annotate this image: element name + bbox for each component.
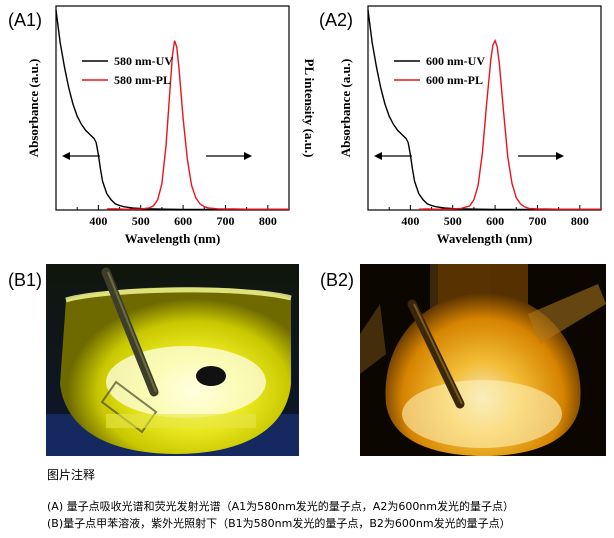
chart-a2-x-tick-label: 600	[486, 214, 504, 228]
photo-b2-flask	[360, 264, 606, 456]
chart-a2-x-axis-title: Wavelength (nm)	[437, 231, 533, 246]
chart-a2-series-line-pl	[418, 38, 601, 210]
caption-line-b: (B)量子点甲苯溶液，紫外光照射下（B1为580nm发光的量子点，B2为600n…	[47, 517, 511, 530]
panel-label-b2: (B2)	[320, 270, 355, 290]
chart-a2-arrow-right-icon	[518, 152, 564, 160]
chart-a1-plot-frame	[55, 5, 290, 211]
chart-a1-x-tick-label: 700	[216, 214, 234, 228]
chart-a2-arrow-left-icon	[374, 152, 412, 160]
chart-a2-legend-label: 600 nm-PL	[426, 73, 483, 87]
chart-a1-x-tick-label: 800	[259, 214, 277, 228]
chart-a2-plot-frame	[367, 5, 602, 211]
caption-line-a: (A) 量子点吸收光谱和荧光发射光谱（A1为580nm发光的量子点，A2为600…	[47, 500, 515, 513]
chart-a1-series-line-pl	[106, 40, 289, 210]
flask-illustration-b1	[46, 264, 299, 456]
chart-a1-y-axis-title-right: PL intensity (a.u.)	[302, 59, 317, 158]
chart-a2-x-tick-label: 400	[401, 214, 419, 228]
photo-b1-flask	[46, 264, 299, 456]
chart-a2: 400 500 600 700 800 Wavelength (nm) Absorbance…	[338, 5, 602, 246]
chart-a1-x-tick-label: 400	[89, 214, 107, 228]
chart-a2-x-tick-label: 800	[571, 214, 589, 228]
chart-a2-x-tick-label: 700	[528, 214, 546, 228]
chart-a1-y-axis-title-left: Absorbance (a.u.)	[26, 59, 41, 158]
chart-a1-x-tick-label: 500	[132, 214, 150, 228]
chart-a1-x-tick-label: 600	[174, 214, 192, 228]
chart-a1-legend-label: 580 nm-UV	[114, 54, 173, 68]
panel-label-a2: (A2)	[319, 10, 354, 30]
chart-a2-y-axis-title-left: Absorbance (a.u.)	[338, 59, 353, 158]
chart-a1: 400 500 600 700 800 Wavelength (nm) Absorbance…	[26, 5, 317, 246]
chart-a2-series-line-uv	[367, 10, 601, 211]
panel-label-b1: (B1)	[8, 270, 43, 290]
caption-title: 图片注释	[47, 468, 96, 482]
chart-a1-x-axis-title: Wavelength (nm)	[125, 231, 221, 246]
chart-a2-x-tick-label: 500	[444, 214, 462, 228]
panel-label-a1: (A1)	[8, 10, 43, 30]
chart-a1-legend-label: 580 nm-PL	[114, 73, 171, 87]
chart-a1-arrow-left-icon	[62, 152, 100, 160]
chart-a2-legend-label: 600 nm-UV	[426, 54, 485, 68]
chart-a1-arrow-right-icon	[206, 152, 252, 160]
flask-illustration-b2	[360, 264, 606, 456]
chart-a1-series-line-uv	[55, 10, 289, 211]
